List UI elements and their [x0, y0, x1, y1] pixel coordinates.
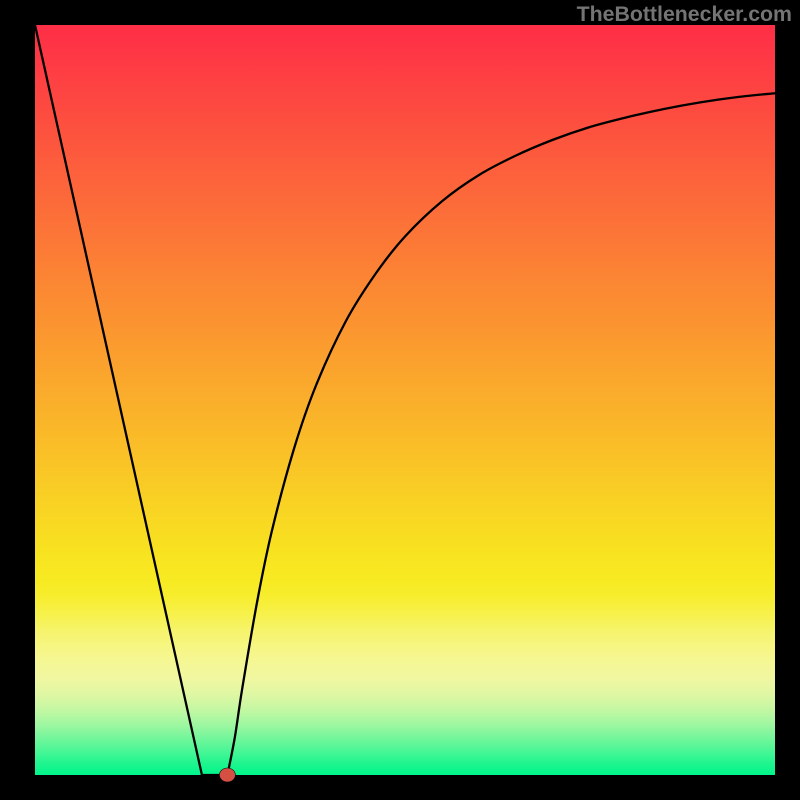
bottleneck-curve-chart [0, 0, 800, 800]
minimum-point-marker [219, 768, 235, 782]
watermark-text: TheBottlenecker.com [577, 2, 792, 27]
chart-container: TheBottlenecker.com [0, 0, 800, 800]
chart-plot-background [35, 25, 775, 775]
